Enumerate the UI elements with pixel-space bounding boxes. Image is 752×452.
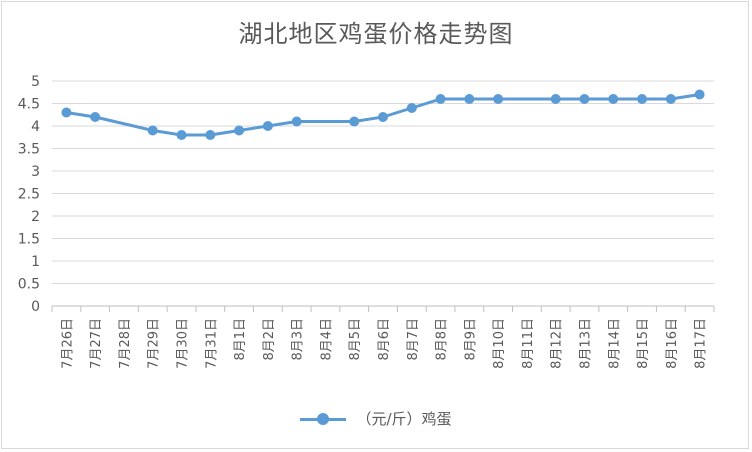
data-point xyxy=(550,94,561,104)
x-tick-label: 8月1日 xyxy=(233,318,248,361)
data-point xyxy=(291,116,302,127)
data-point xyxy=(435,94,446,104)
x-tick-label: 7月26日 xyxy=(60,318,75,369)
x-tick-label: 7月31日 xyxy=(204,318,219,369)
data-point xyxy=(608,94,619,104)
x-tick-label: 8月10日 xyxy=(492,318,507,369)
x-tick-label: 8月12日 xyxy=(550,318,565,369)
data-point xyxy=(234,125,245,136)
data-point xyxy=(147,125,158,136)
x-tick-label: 8月11日 xyxy=(521,318,536,369)
x-tick-label: 8月16日 xyxy=(665,318,680,369)
x-tick-label: 8月6日 xyxy=(377,318,392,361)
data-point xyxy=(90,112,101,122)
y-tick-label: 0.5 xyxy=(18,277,40,293)
legend-line-marker-icon xyxy=(300,412,347,426)
y-tick-label: 1 xyxy=(31,254,40,270)
data-point xyxy=(205,130,216,140)
y-tick-label: 4.5 xyxy=(18,97,40,113)
data-point xyxy=(176,130,187,140)
data-point xyxy=(637,94,648,104)
y-tick-label: 0 xyxy=(31,299,40,315)
x-tick-label: 8月9日 xyxy=(463,318,478,361)
data-point xyxy=(665,94,676,104)
x-tick-label: 8月14日 xyxy=(607,318,622,369)
x-tick-label: 8月3日 xyxy=(291,318,306,361)
x-tick-label: 8月15日 xyxy=(636,318,651,369)
data-point xyxy=(493,94,504,104)
y-tick-label: 1.5 xyxy=(18,232,40,248)
x-tick-label: 7月28日 xyxy=(118,318,133,369)
data-point xyxy=(378,112,388,122)
x-tick-label: 7月30日 xyxy=(176,318,191,369)
x-tick-label: 8月5日 xyxy=(348,318,363,361)
chart-title: 湖北地区鸡蛋价格走势图 xyxy=(238,20,514,48)
legend-label: （元/斤）鸡蛋 xyxy=(356,410,452,428)
y-tick-label: 3.5 xyxy=(18,142,40,158)
y-tick-label: 2 xyxy=(31,209,40,225)
x-tick-label: 8月8日 xyxy=(435,318,450,361)
data-point xyxy=(349,116,360,127)
x-tick-label: 8月4日 xyxy=(319,318,334,361)
data-point xyxy=(464,94,475,104)
data-point xyxy=(61,107,72,118)
data-point xyxy=(579,94,590,104)
data-point xyxy=(262,121,273,131)
x-tick-label: 8月2日 xyxy=(262,318,277,361)
y-tick-label: 3 xyxy=(31,164,40,180)
x-tick-label: 7月29日 xyxy=(147,318,162,369)
x-tick-label: 8月7日 xyxy=(406,318,421,361)
y-tick-label: 2.5 xyxy=(18,187,40,203)
x-tick-label: 8月13日 xyxy=(578,318,593,369)
y-tick-label: 4 xyxy=(31,119,40,135)
data-point xyxy=(694,89,705,100)
x-tick-label: 7月27日 xyxy=(89,318,104,369)
legend: （元/斤）鸡蛋 xyxy=(0,408,752,429)
data-point xyxy=(406,103,417,113)
y-tick-label: 5 xyxy=(31,74,40,90)
x-tick-label: 8月17日 xyxy=(694,318,709,369)
